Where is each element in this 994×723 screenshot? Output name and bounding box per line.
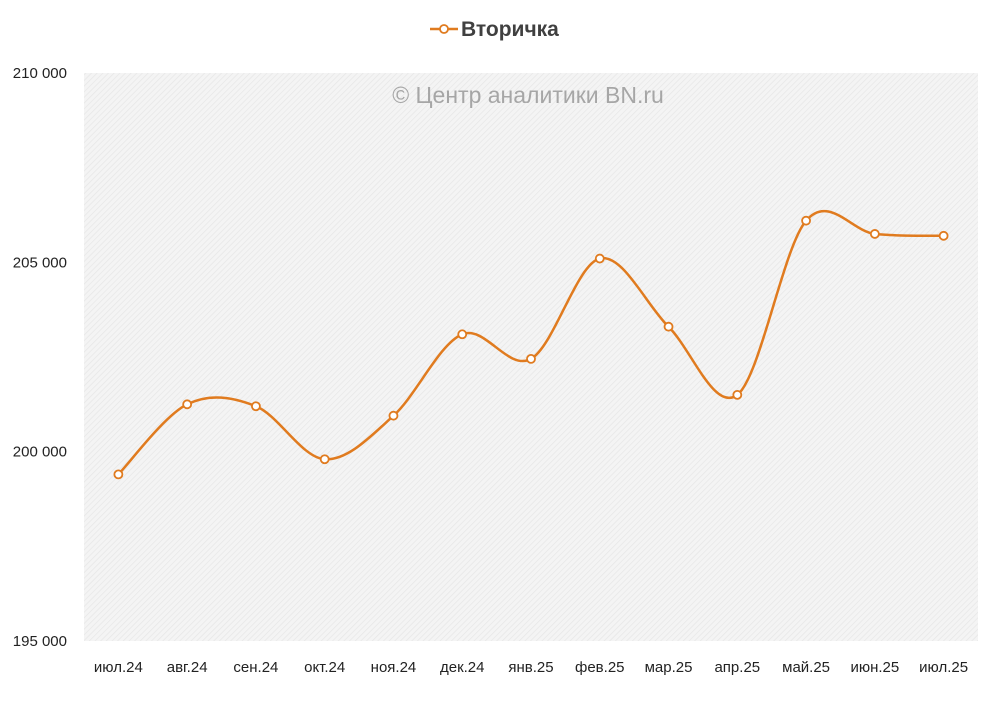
y-tick-label: 195 000 [13,633,67,650]
data-point [319,454,330,465]
data-point [388,410,399,421]
data-point [594,253,605,264]
x-tick-label: апр.25 [714,659,760,676]
legend-label: Вторичка [461,18,559,41]
y-axis: 195 000 200 000 205 000 210 000 [13,65,67,650]
x-tick-label: окт.24 [304,659,345,676]
x-tick-label: мар.25 [645,659,693,676]
series-vtorichka [113,209,949,480]
data-point [663,321,674,332]
x-axis: июл.24 авг.24 сен.24 окт.24 ноя.24 дек.24 янв.… [94,659,968,676]
data-point [801,215,811,226]
data-point [182,399,193,410]
data-point [457,329,468,340]
legend-marker-icon [439,24,449,34]
data-point [526,353,536,364]
x-tick-label: июл.25 [919,659,968,676]
data-point [869,229,880,239]
x-tick-label: авг.24 [167,659,208,676]
y-tick-label: 200 000 [13,444,67,461]
data-point [251,401,261,412]
x-tick-label: фев.25 [575,659,625,676]
legend: Вторичка [430,18,559,41]
y-tick-label: 210 000 [13,65,67,82]
x-tick-label: сен.24 [233,659,278,676]
y-tick-label: 205 000 [13,254,67,271]
x-tick-label: янв.25 [508,659,553,676]
data-point [938,230,949,241]
x-tick-label: ноя.24 [371,659,417,676]
x-tick-label: июл.24 [94,659,143,676]
x-tick-label: дек.24 [440,659,485,676]
watermark-text: © Центр аналитики BN.ru [392,82,664,108]
data-point [113,469,124,480]
x-tick-label: июн.25 [850,659,899,676]
data-point [732,389,743,400]
series-line [117,209,944,476]
x-tick-label: май.25 [782,659,830,676]
